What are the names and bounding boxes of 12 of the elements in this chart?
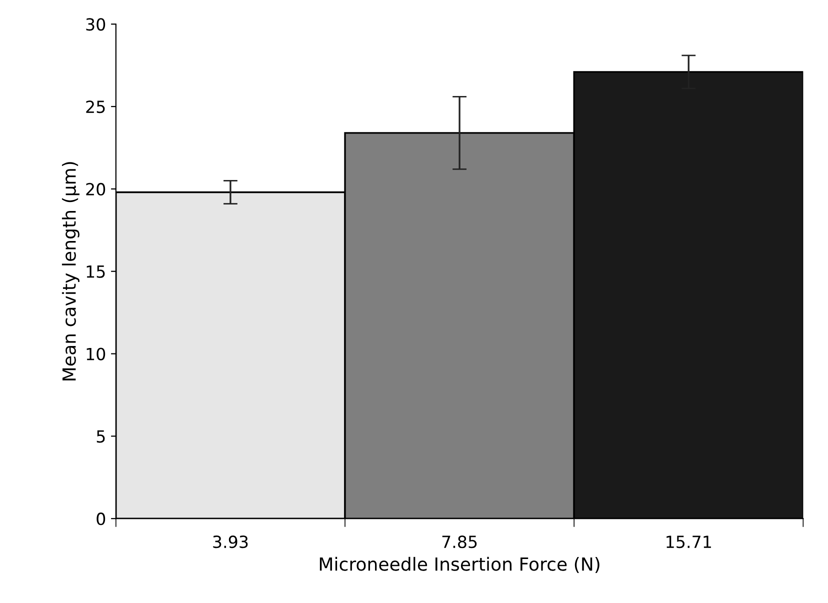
y-axis-title: Mean cavity length (µm) [62, 162, 80, 380]
x-tick-label: 7.85 [442, 536, 477, 548]
y-tick-label: 30 [86, 18, 106, 31]
y-tick-label: 10 [86, 348, 106, 360]
y-tick-label: 25 [86, 100, 105, 114]
x-axis-title: Microneedle Insertion Force (N) [320, 556, 600, 574]
y-tick-label: 15 [86, 266, 105, 278]
y-tick-label: 0 [96, 512, 106, 526]
x-tick-label: 3.93 [213, 536, 248, 548]
y-tick-label: 5 [96, 430, 105, 443]
y-tick-label: 20 [86, 182, 106, 196]
x-tick-label: 15.71 [666, 536, 711, 548]
